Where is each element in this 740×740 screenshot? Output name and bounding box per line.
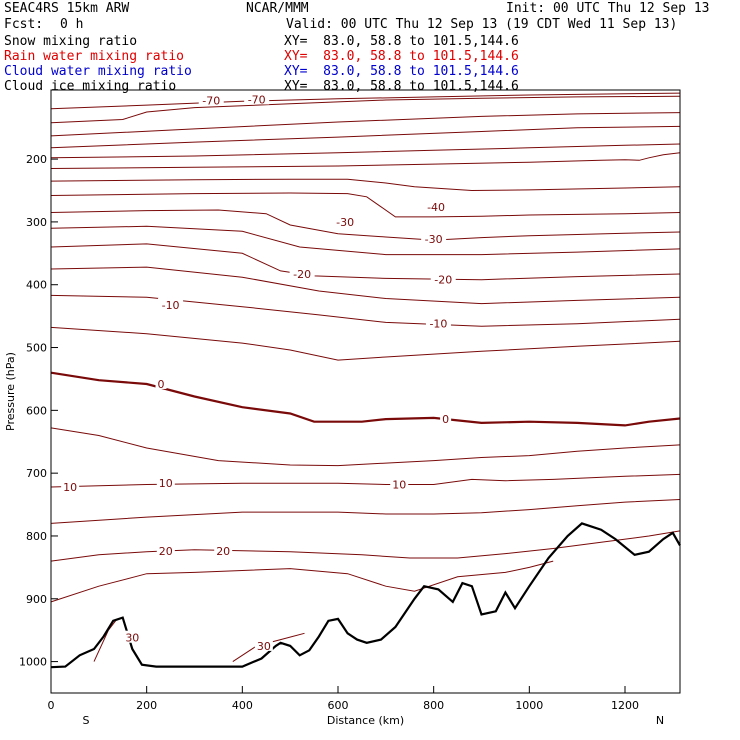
contour-label-bg-0 [198, 93, 224, 106]
contour-label-bg-4 [421, 231, 447, 244]
x-tick-label-0: 0 [48, 699, 55, 712]
legend-snow-xy: XY= 83.0, 58.8 to 101.5,144.6 [284, 34, 519, 49]
isotherm-line-10 [50, 243, 681, 281]
legend-rain-name: Rain water mixing ratio [4, 49, 185, 64]
contour-label-bg-16 [123, 630, 142, 643]
contour-label-bg-12 [156, 476, 175, 489]
contour-label-bg-14 [156, 544, 175, 557]
contour-label-bg-13 [390, 477, 409, 490]
contour-label-2: -40 [427, 201, 445, 214]
isotherm-line-20 [93, 620, 116, 662]
terrain-line [50, 522, 681, 669]
isotherm-line-0 [50, 92, 681, 110]
plot-frame [50, 89, 681, 694]
forecast-label: Fcst: [4, 17, 44, 32]
contour-label-bg-3 [332, 214, 358, 227]
legend-cloud-water-xy: XY= 83.0, 58.8 to 101.5,144.6 [284, 64, 519, 79]
x-tick-label-5: 1000 [515, 699, 543, 712]
contour-label-1: -70 [248, 93, 266, 106]
y-tick-label-6: 800 [26, 530, 47, 543]
contour-label-bg-8 [425, 316, 451, 329]
y-tick-label-1: 300 [26, 216, 47, 229]
legend-snow-name: Snow mixing ratio [4, 34, 138, 49]
x-tick-label-6: 1200 [611, 699, 639, 712]
contour-label-bg-2 [423, 199, 449, 212]
contour-label-17: 30 [257, 640, 271, 653]
isotherm-line-19 [50, 560, 554, 603]
y-axis-label: Pressure (hPa) [4, 352, 17, 431]
isotherm-line-4 [50, 143, 681, 159]
valid-time: Valid: 00 UTC Thu 12 Sep 13 (19 CDT Wed … [286, 17, 678, 32]
x-tick-label-4: 800 [423, 699, 444, 712]
x-tick-label-2: 400 [232, 699, 253, 712]
y-tick-label-7: 900 [26, 593, 47, 606]
isotherm-line-17 [50, 499, 681, 524]
x-tick-label-1: 200 [136, 699, 157, 712]
contour-label-bg-1 [244, 92, 270, 105]
isotherm-line-9 [50, 225, 681, 256]
init-time: Init: 00 UTC Thu 12 Sep 13 [506, 1, 710, 16]
contour-label-15: 20 [216, 545, 230, 558]
contour-label-bg-15 [214, 544, 233, 557]
north-end-label: N [656, 714, 664, 727]
contour-labels: -70 -70 -40 -30 -30 -20 -20 -10 -10 0 0 10 10 10 20 20 3… [61, 92, 456, 653]
isotherm-line-11 [50, 266, 681, 305]
isotherm-line-15 [50, 427, 681, 467]
contour-label-16: 30 [125, 632, 139, 645]
contour-label-bg-9 [155, 376, 167, 389]
contour-label-9: 0 [158, 378, 165, 391]
x-tick-label-3: 600 [327, 699, 348, 712]
contour-label-13: 10 [392, 478, 406, 491]
legend-cloud-water-name: Cloud water mixing ratio [4, 64, 192, 79]
axis-ticks: 0 200 400 600 800 1000 12002003004005006007008… [19, 153, 639, 712]
y-tick-label-0: 200 [26, 153, 47, 166]
contour-label-3: -30 [336, 216, 354, 229]
isotherm-line-5 [50, 152, 681, 169]
contour-label-10: 0 [442, 413, 449, 426]
isotherm-line-16 [50, 473, 681, 488]
isotherm-line-8 [50, 209, 681, 241]
y-tick-label-5: 700 [26, 467, 47, 480]
isotherm-line-18 [50, 530, 681, 562]
contour-label-bg-10 [440, 412, 452, 425]
contour-label-11: 10 [63, 481, 77, 494]
y-tick-label-4: 600 [26, 404, 47, 417]
y-tick-label-2: 400 [26, 279, 47, 292]
y-tick-label-3: 500 [26, 342, 47, 355]
contour-label-bg-17 [254, 638, 273, 651]
model-title: SEAC4RS 15km ARW [4, 1, 130, 16]
contour-label-7: -10 [162, 299, 180, 312]
contour-label-bg-6 [430, 272, 456, 285]
contour-label-bg-5 [289, 267, 315, 280]
isotherm-line-14 [50, 371, 681, 427]
contour-label-5: -20 [293, 268, 311, 281]
contour-label-6: -20 [434, 274, 452, 287]
terrain-profile [50, 522, 681, 669]
isotherm-lines [50, 92, 681, 663]
contour-label-14: 20 [159, 545, 173, 558]
isotherm-line-1 [50, 95, 681, 124]
org-label: NCAR/MMM [246, 1, 309, 16]
contour-label-12: 10 [159, 477, 173, 490]
x-axis-label: Distance (km) [327, 714, 404, 727]
isotherm-line-2 [50, 112, 681, 137]
isotherm-line-13 [50, 326, 681, 361]
south-end-label: S [83, 714, 90, 727]
contour-label-8: -10 [429, 318, 447, 331]
contour-label-4: -30 [425, 233, 443, 246]
isotherm-line-7 [50, 192, 681, 218]
contour-label-bg-11 [61, 479, 80, 492]
legend-rain-xy: XY= 83.0, 58.8 to 101.5,144.6 [284, 49, 519, 64]
y-tick-label-8: 1000 [19, 656, 47, 669]
contour-label-0: -70 [202, 95, 220, 108]
isotherm-line-6 [50, 178, 681, 192]
forecast-hour: 0 h [60, 17, 84, 32]
isotherm-line-3 [50, 125, 681, 149]
contour-label-bg-7 [158, 297, 184, 310]
